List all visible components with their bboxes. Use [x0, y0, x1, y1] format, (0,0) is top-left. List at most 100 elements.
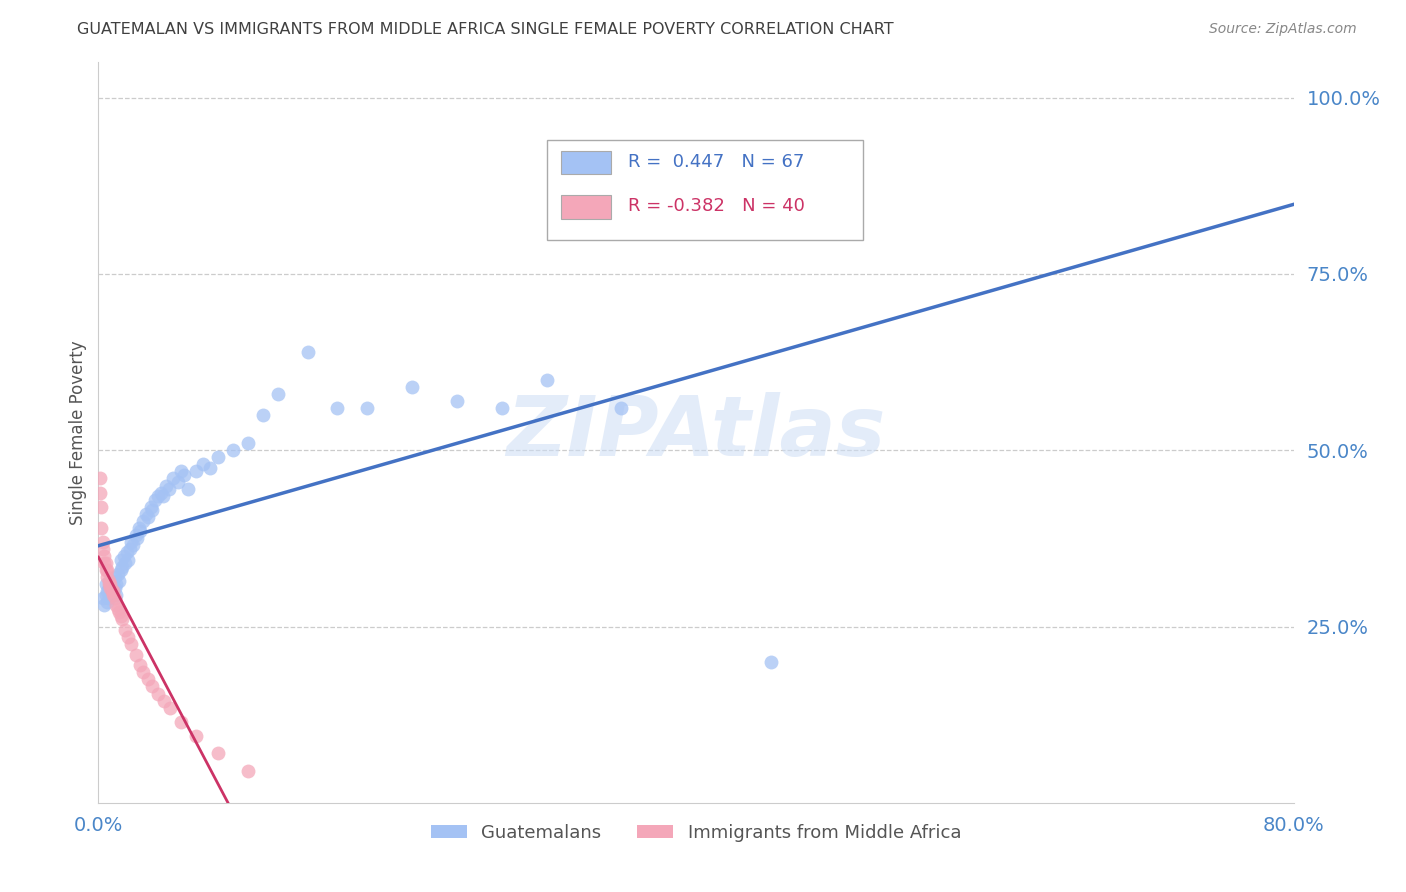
Point	[98, 581, 122, 595]
Point	[207, 450, 229, 465]
Point	[103, 588, 125, 602]
Point	[169, 464, 191, 478]
Point	[125, 528, 148, 542]
Point	[104, 570, 127, 584]
Point	[94, 556, 117, 570]
FancyBboxPatch shape	[547, 140, 863, 240]
Point	[207, 747, 229, 761]
Point	[104, 591, 127, 606]
Point	[96, 595, 118, 609]
Point	[98, 577, 122, 591]
Point	[118, 541, 141, 556]
Point	[98, 577, 122, 591]
Point	[105, 577, 128, 591]
Point	[177, 482, 200, 496]
Point	[252, 408, 274, 422]
Point	[169, 714, 191, 729]
Point	[98, 588, 122, 602]
Point	[136, 673, 159, 687]
Text: R =  0.447   N = 67: R = 0.447 N = 67	[628, 153, 804, 170]
Point	[101, 584, 124, 599]
Point	[101, 574, 124, 588]
Point	[121, 538, 143, 552]
Point	[103, 584, 125, 599]
Point	[94, 563, 117, 577]
Point	[94, 577, 117, 591]
Point	[610, 401, 633, 415]
Point	[184, 464, 207, 478]
Point	[90, 521, 112, 535]
Point	[536, 373, 558, 387]
Text: R = -0.382   N = 40: R = -0.382 N = 40	[628, 197, 804, 215]
Point	[150, 485, 173, 500]
Point	[97, 591, 120, 606]
Y-axis label: Single Female Poverty: Single Female Poverty	[69, 341, 87, 524]
Point	[125, 648, 148, 662]
Point	[153, 693, 176, 707]
Point	[93, 556, 115, 570]
Point	[89, 471, 111, 485]
Point	[89, 485, 111, 500]
Point	[120, 637, 142, 651]
Point	[157, 482, 180, 496]
Point	[91, 591, 114, 606]
Point	[132, 514, 155, 528]
Point	[104, 581, 127, 595]
Point	[97, 574, 120, 588]
Point	[222, 443, 245, 458]
Point	[148, 686, 170, 700]
Point	[96, 563, 118, 577]
Point	[90, 500, 112, 514]
Point	[105, 588, 128, 602]
Point	[141, 503, 163, 517]
Point	[135, 507, 157, 521]
Point	[96, 570, 118, 584]
Point	[107, 602, 129, 616]
Point	[103, 577, 125, 591]
Point	[139, 500, 162, 514]
Point	[127, 532, 149, 546]
Point	[97, 577, 120, 591]
Point	[236, 764, 259, 778]
Point	[129, 658, 152, 673]
Point	[297, 344, 319, 359]
Point	[91, 535, 114, 549]
Point	[267, 387, 290, 401]
Point	[117, 552, 139, 566]
Point	[184, 729, 207, 743]
Point	[111, 559, 134, 574]
Point	[111, 612, 134, 626]
Bar	[561, 195, 612, 219]
Point	[93, 599, 115, 613]
Point	[401, 380, 423, 394]
Point	[114, 556, 136, 570]
Point	[112, 549, 135, 563]
Point	[101, 584, 124, 599]
Text: Source: ZipAtlas.com: Source: ZipAtlas.com	[1209, 22, 1357, 37]
Point	[152, 489, 174, 503]
Point	[155, 478, 177, 492]
Point	[117, 630, 139, 644]
Point	[141, 680, 163, 694]
Point	[446, 393, 468, 408]
Point	[191, 458, 214, 472]
Point	[103, 588, 125, 602]
Point	[128, 521, 150, 535]
Point	[110, 609, 132, 624]
Point	[759, 655, 782, 669]
Point	[110, 552, 132, 566]
Bar	[561, 151, 612, 174]
Point	[105, 599, 128, 613]
Text: ZIPAtlas: ZIPAtlas	[506, 392, 886, 473]
Point	[96, 584, 118, 599]
Point	[236, 436, 259, 450]
Point	[143, 492, 166, 507]
Point	[93, 549, 115, 563]
Point	[159, 700, 181, 714]
Point	[162, 471, 184, 485]
Point	[107, 566, 129, 581]
Point	[148, 489, 170, 503]
Point	[108, 606, 131, 620]
Legend: Guatemalans, Immigrants from Middle Africa: Guatemalans, Immigrants from Middle Afri…	[423, 817, 969, 849]
Point	[132, 665, 155, 680]
